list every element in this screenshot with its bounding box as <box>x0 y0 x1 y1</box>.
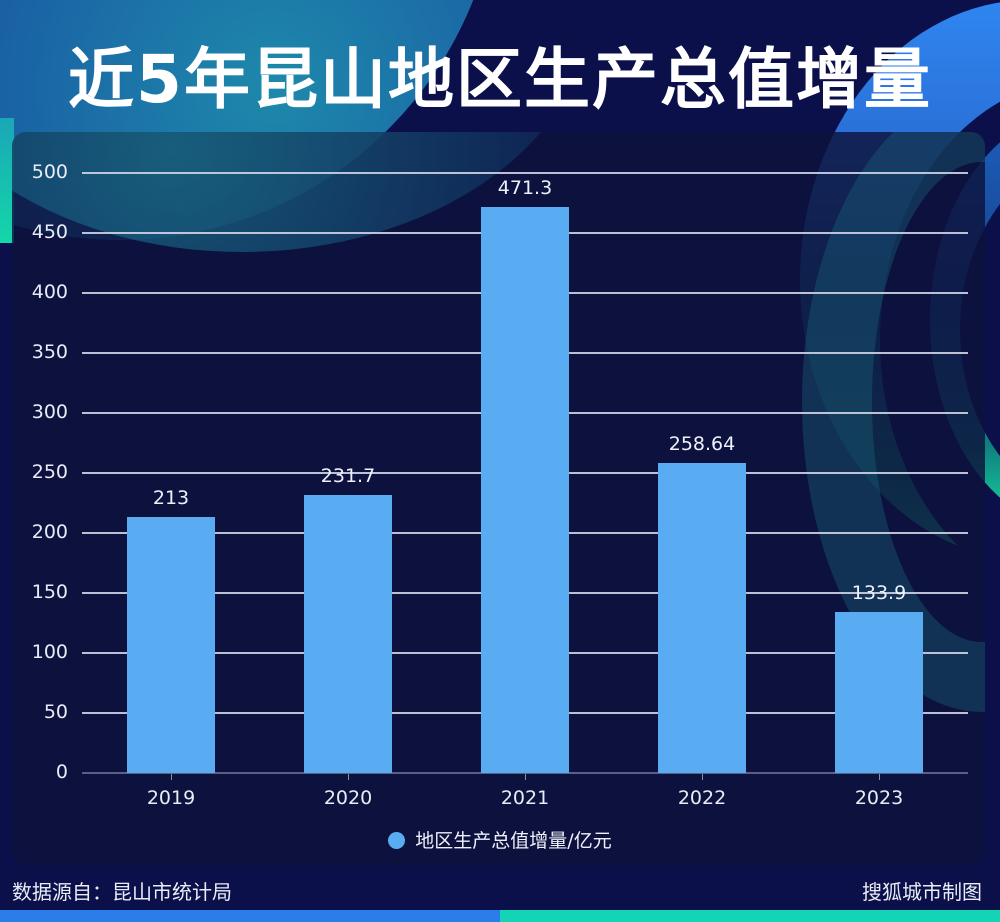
y-tick-label: 400 <box>31 281 68 303</box>
y-tick-label: 300 <box>31 401 68 423</box>
credit: 搜狐城市制图 <box>862 880 982 904</box>
y-tick-label: 200 <box>31 521 68 543</box>
y-tick-label: 350 <box>31 341 68 363</box>
x-tick-label: 2022 <box>677 787 727 809</box>
bar-2020[interactable] <box>304 494 392 773</box>
bar-value-label: 231.7 <box>320 464 376 487</box>
chart-title: 近5年昆山地区生产总值增量 <box>68 41 932 118</box>
y-tick-label: 450 <box>31 221 68 243</box>
bar-2021[interactable] <box>481 207 569 773</box>
legend-dot-icon <box>388 832 406 849</box>
x-tick-mark <box>702 774 703 780</box>
decorative-bottom-bar-teal <box>500 910 1000 922</box>
x-tick-mark <box>525 774 526 780</box>
x-tick-label: 2019 <box>146 787 196 809</box>
x-tick-mark <box>348 774 349 780</box>
y-tick-label: 100 <box>31 641 68 663</box>
x-tick-label: 2023 <box>854 787 904 809</box>
bar-2022[interactable] <box>658 462 746 773</box>
bar-2023[interactable] <box>835 612 923 773</box>
data-source: 数据源自：昆山市统计局 <box>12 880 232 904</box>
bar-value-label: 471.3 <box>497 177 553 200</box>
y-tick-label: 250 <box>31 461 68 483</box>
x-tick-label: 2020 <box>323 787 373 809</box>
legend[interactable]: 地区生产总值增量/亿元 <box>0 826 1000 853</box>
y-tick-label: 500 <box>31 161 68 183</box>
bar-value-label: 133.9 <box>851 582 907 605</box>
bar-2019[interactable] <box>127 517 215 773</box>
y-tick-label: 0 <box>55 761 68 783</box>
gridline <box>82 172 968 174</box>
decorative-left-edge <box>0 118 14 243</box>
x-axis-line <box>82 772 968 774</box>
decorative-bottom-bar-blue <box>0 910 500 922</box>
x-tick-mark <box>171 774 172 780</box>
bar-value-label: 258.64 <box>668 432 736 455</box>
x-tick-label: 2021 <box>500 787 550 809</box>
x-tick-mark <box>879 774 880 780</box>
legend-label: 地区生产总值增量/亿元 <box>415 830 612 852</box>
y-tick-label: 150 <box>31 581 68 603</box>
bar-value-label: 213 <box>152 487 190 510</box>
y-tick-label: 50 <box>43 701 68 723</box>
